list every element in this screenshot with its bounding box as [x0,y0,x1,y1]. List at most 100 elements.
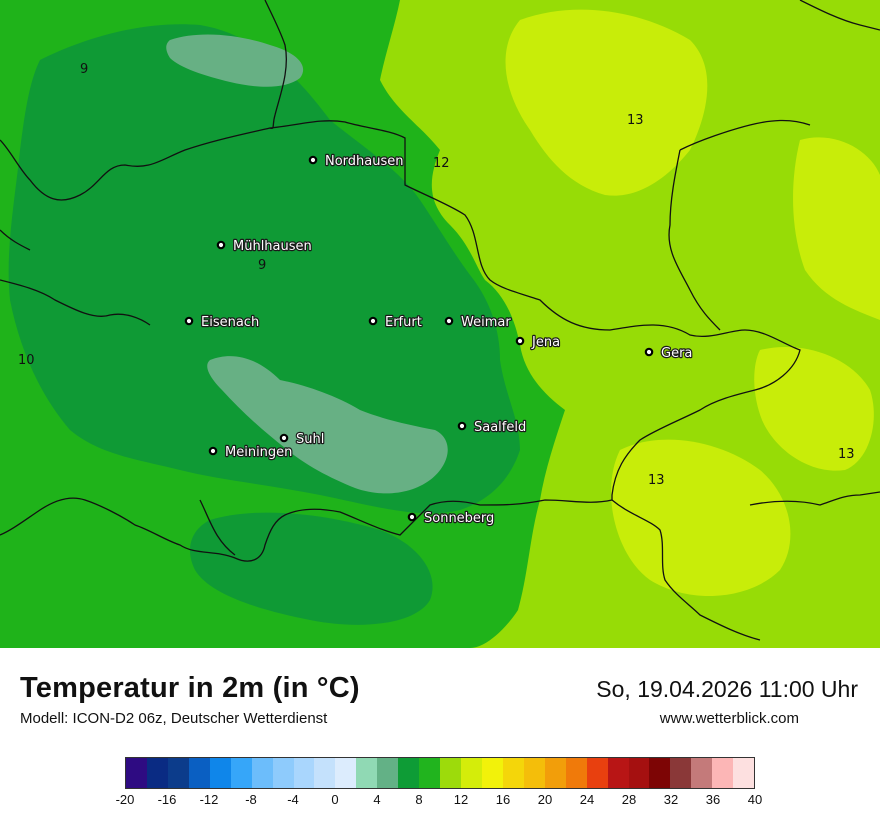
city-label: Meiningen [225,445,292,460]
city-dot-icon [407,512,417,522]
city-dot-icon [515,336,525,346]
website-link[interactable]: www.wetterblick.com [659,710,799,727]
legend-swatch [314,758,336,788]
legend-swatch [209,758,231,788]
legend-swatch [523,758,545,788]
legend-tick-label: -4 [287,792,299,807]
city-label: Nordhausen [325,154,404,169]
city-nordhausen: Nordhausen [308,153,405,170]
borders [0,0,880,641]
legend-swatch [586,758,608,788]
city-label: Erfurt [385,315,422,330]
city-dot-icon [216,240,226,250]
region-13c-north [505,9,708,196]
city-suhl: Suhl [279,431,326,448]
legend-swatch [733,758,755,788]
legend-swatch [167,758,189,788]
city-dot-icon [208,446,218,456]
legend-swatch [293,758,315,788]
region-13c-east2 [754,346,874,471]
color-legend: -20 -16 -12 -8 -4 0 4 8 12 16 20 24 28 32 36 40 [116,757,763,813]
legend-tick-labels: -20 -16 -12 -8 -4 0 4 8 12 16 20 24 28 32 36 40 [116,789,763,813]
legend-swatch [377,758,399,788]
legend-swatch [502,758,524,788]
legend-swatch [230,758,252,788]
city-label: Saalfeld [474,420,526,435]
legend-tick-label: 12 [453,792,469,807]
forecast-datetime: So, 19.04.2026 11:00 Uhr [596,676,858,702]
region-9c-south [190,512,433,625]
city-dot-icon [279,433,289,443]
city-weimar: Weimar [444,314,513,331]
legend-swatch [565,758,587,788]
legend-tick-label: 32 [663,792,679,807]
city-label: Mühlhausen [233,239,312,254]
legend-tick-label: -20 [115,792,135,807]
legend-swatch [649,758,671,788]
legend-tick-label: 24 [579,792,595,807]
legend-color-bar [125,757,755,789]
map-canvas: 9 13 12 9 10 13 13 Nordhausen Mühlhausen Eisenac… [0,0,880,648]
city-dot-icon [368,316,378,326]
city-jena: Jena [515,334,561,351]
value-labels: 9 13 12 9 10 13 13 [18,62,855,488]
legend-tick-label: 36 [705,792,721,807]
region-13c-east [793,137,880,320]
legend-tick-label: 28 [621,792,637,807]
city-muehlhausen: Mühlhausen [216,238,313,255]
legend-swatch [712,758,734,788]
city-label: Weimar [461,315,511,330]
legend-tick-label: 16 [495,792,511,807]
temperature-value-label: 13 [648,473,665,488]
city-dot-icon [184,316,194,326]
temperature-map: 9 13 12 9 10 13 13 Nordhausen Mühlhausen Eisenac… [0,0,880,649]
legend-swatch [272,758,294,788]
legend-tick-label: 4 [373,792,381,807]
city-dot-icon [444,316,454,326]
city-eisenach: Eisenach [184,314,260,331]
legend-swatch [146,758,168,788]
legend-swatch [440,758,461,788]
legend-swatch [544,758,566,788]
map-footer: Temperatur in 2m (in °C) Modell: ICON-D2… [0,648,880,830]
city-label: Gera [661,346,692,361]
city-label: Jena [531,335,560,350]
legend-tick-label: 8 [415,792,423,807]
legend-tick-label: 40 [747,792,763,807]
legend-swatch [461,758,482,788]
temperature-value-label: 9 [258,258,266,273]
temperature-value-label: 10 [18,353,35,368]
city-dot-icon [308,155,318,165]
legend-swatch [691,758,713,788]
legend-swatch [251,758,273,788]
legend-tick-label: -8 [245,792,257,807]
legend-swatch [481,758,503,788]
temperature-value-label: 13 [838,447,855,462]
city-dot-icon [457,421,467,431]
legend-swatch [419,758,441,788]
city-dot-icon [644,347,654,357]
temperature-value-label: 9 [80,62,88,77]
city-saalfeld: Saalfeld [457,419,527,436]
legend-tick-label: -12 [199,792,219,807]
temperature-value-label: 12 [433,156,450,171]
legend-swatch [188,758,210,788]
city-label: Sonneberg [424,511,494,526]
model-info: Modell: ICON-D2 06z, Deutscher Wetterdie… [20,710,328,727]
city-gera: Gera [644,345,694,362]
city-erfurt: Erfurt [368,314,423,331]
legend-swatch [607,758,629,788]
legend-swatch [628,758,650,788]
legend-tick-label: 20 [537,792,553,807]
city-label: Eisenach [201,315,259,330]
legend-tick-label: 0 [331,792,339,807]
map-title: Temperatur in 2m (in °C) [20,672,360,704]
legend-swatch [398,758,420,788]
region-9c [8,24,520,514]
legend-swatch [126,758,147,788]
region-7c-harz [166,34,304,87]
legend-swatch [335,758,357,788]
region-13c-southeast [611,439,791,597]
region-7c-forest [207,356,448,494]
legend-tick-label: -16 [157,792,177,807]
